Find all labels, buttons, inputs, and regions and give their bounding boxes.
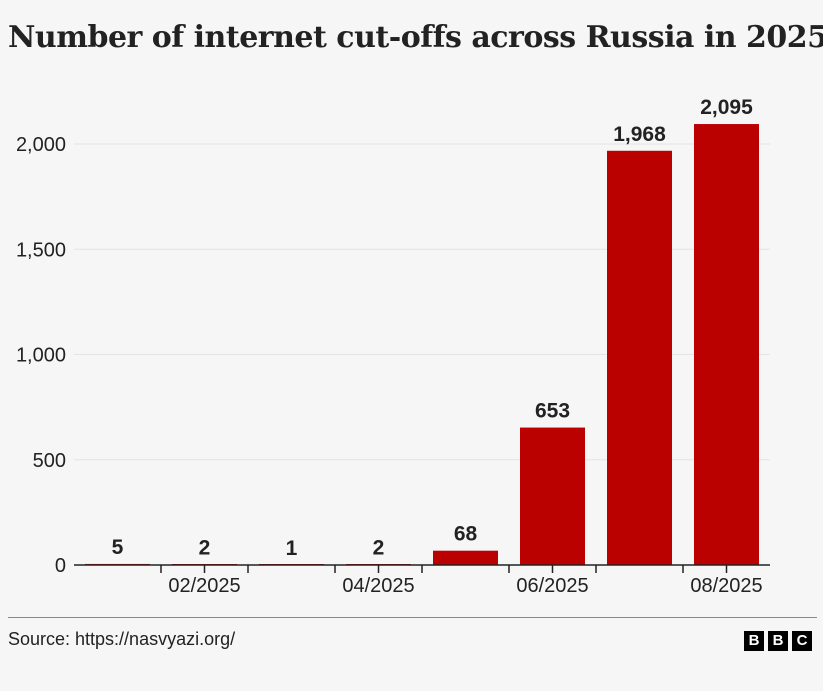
x-axis-labels: 02/2025 04/2025 06/2025 08/2025 <box>168 575 762 597</box>
data-label: 5 <box>112 536 124 559</box>
y-tick-label: 2,000 <box>16 134 66 156</box>
chart-title: Number of internet cut-offs across Russi… <box>8 20 823 55</box>
data-label: 2,095 <box>700 96 753 119</box>
data-label: 68 <box>454 523 478 546</box>
bar <box>694 124 759 566</box>
bar <box>433 550 498 565</box>
bars <box>85 124 759 566</box>
y-tick-label: 1,500 <box>16 239 66 261</box>
y-tick-label: 1,000 <box>16 345 66 367</box>
x-tick-label: 08/2025 <box>690 575 762 597</box>
footer-divider <box>8 617 817 618</box>
bbc-logo: B B C <box>744 631 812 651</box>
data-label: 1,968 <box>613 123 666 146</box>
data-label: 1 <box>286 537 298 560</box>
data-label: 2 <box>199 537 211 560</box>
x-axis <box>74 564 770 573</box>
bbc-logo-block-2: B <box>768 631 788 651</box>
bbc-logo-block-1: B <box>744 631 764 651</box>
x-tick-label: 02/2025 <box>168 575 240 597</box>
data-label: 2 <box>373 537 385 560</box>
x-tick-label: 04/2025 <box>342 575 414 597</box>
x-tick-label: 06/2025 <box>516 575 588 597</box>
data-labels: 5 2 1 2 68 653 1,968 2,095 <box>112 96 753 560</box>
bbc-logo-block-3: C <box>792 631 812 651</box>
source-note: Source: https://nasvyazi.org/ <box>8 629 236 649</box>
y-axis-labels: 0 500 1,000 1,500 2,000 <box>16 134 66 577</box>
bar <box>520 427 585 565</box>
data-label: 653 <box>535 400 570 423</box>
y-tick-label: 500 <box>33 450 66 472</box>
y-tick-label: 0 <box>55 555 66 577</box>
bar <box>607 150 672 566</box>
